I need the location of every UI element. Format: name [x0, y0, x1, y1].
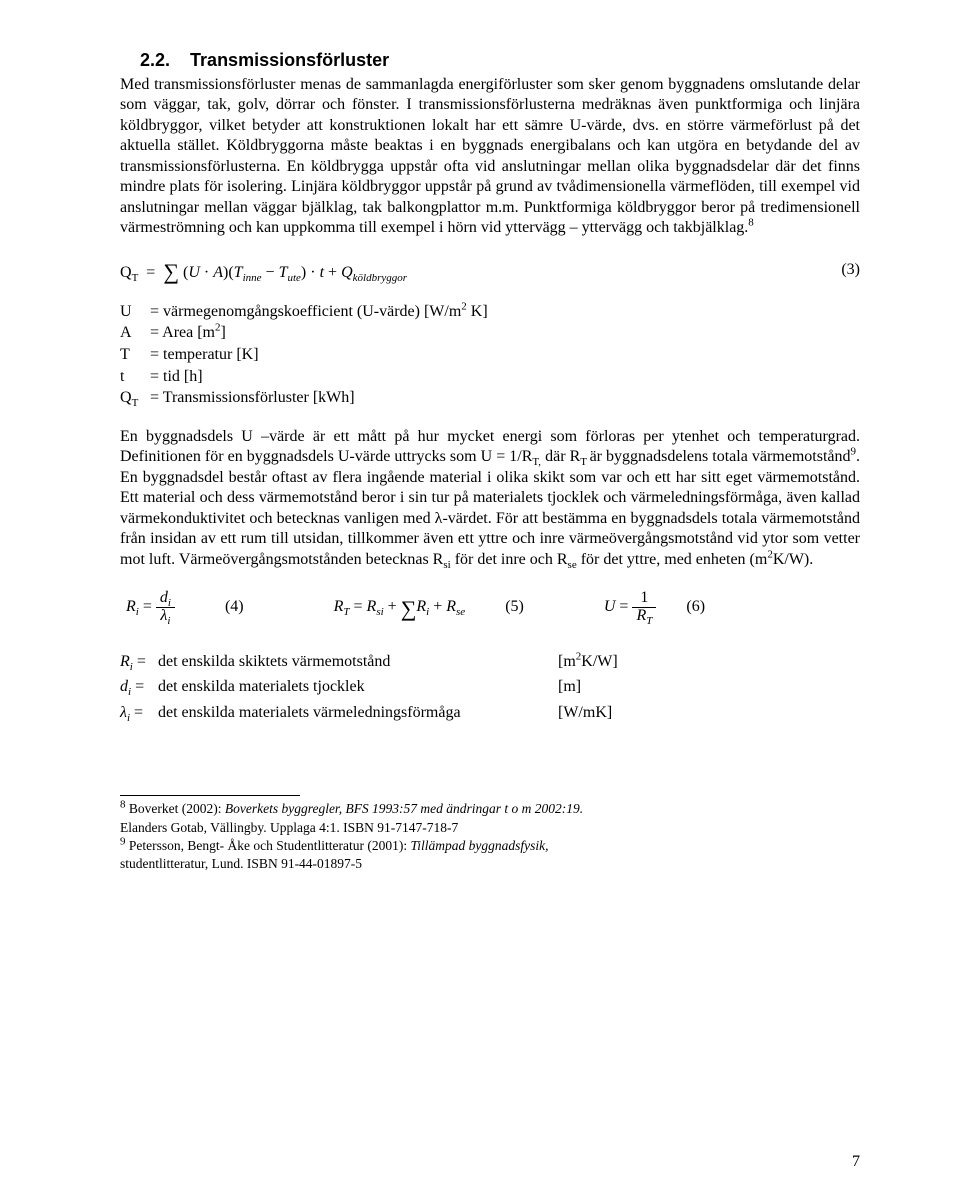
definitions-eq3: U= värmegenomgångskoefficient (U-värde) …	[120, 301, 860, 409]
footnote-9: 9 Petersson, Bengt- Åke och Studentlitte…	[120, 837, 860, 873]
footnote-8: 8 Boverket (2002): Boverkets byggregler,…	[120, 800, 860, 836]
fn-b: studentlitteratur, Lund. ISBN 91-44-0189…	[120, 856, 362, 871]
variable-definitions: Ri = det enskilda skiktets värmemotstånd…	[120, 649, 860, 726]
footnote-rule	[120, 795, 300, 796]
equation-3-body: QT = ∑ (U · A)(Tinne − Tute) · t + Qköld…	[120, 257, 407, 283]
equation-6: U = 1 RT	[604, 590, 657, 625]
var-desc: det enskilda materialets tjocklek	[154, 674, 558, 700]
fn-a: Petersson, Bengt- Åke och Studentlittera…	[126, 838, 411, 853]
var-row: di = det enskilda materialets tjocklek […	[120, 674, 860, 700]
page-number: 7	[852, 1153, 860, 1171]
p2g: K/W).	[773, 551, 813, 568]
document-page: 2.2. Transmissionsförluster Med transmis…	[0, 0, 960, 1199]
paragraph-1: Med transmissionsförluster menas de samm…	[120, 75, 860, 239]
footnote-ref-8: 8	[748, 217, 754, 229]
equation-6-number: (6)	[686, 598, 705, 616]
def-row: t= tid [h]	[120, 366, 860, 388]
equations-4-5-6: Ri = di λi (4) RT = Rsi + ∑Ri + Rse (5) …	[120, 590, 860, 625]
eq3-kold: köldbryggor	[353, 272, 407, 284]
def-row: A= Area [m2]	[120, 322, 860, 344]
equation-4: Ri = di λi	[126, 590, 175, 625]
var-desc: det enskilda skiktets värmemotstånd	[154, 649, 558, 675]
eq3-ute: ute	[287, 272, 300, 284]
fn-i: Tillämpad byggnadsfysik,	[410, 838, 548, 853]
fn-i: Boverkets byggregler, BFS 1993:57 med än…	[225, 801, 583, 816]
def-row: U= värmegenomgångskoefficient (U-värde) …	[120, 301, 860, 323]
paragraph-1-text: Med transmissionsförluster menas de samm…	[120, 76, 860, 236]
eq3-lhs: Q	[120, 264, 132, 281]
p2f: för det yttre, med enheten (m	[577, 551, 768, 568]
section-heading: 2.2. Transmissionsförluster	[120, 50, 860, 71]
equation-4-number: (4)	[225, 598, 244, 616]
var-desc: det enskilda materialets värmeledningsfö…	[154, 700, 558, 726]
fn-a: Boverket (2002):	[126, 801, 225, 816]
var-row: Ri = det enskilda skiktets värmemotstånd…	[120, 649, 860, 675]
paragraph-2: En byggnadsdels U –värde är ett mått på …	[120, 427, 860, 570]
equation-3-number: (3)	[841, 261, 860, 279]
equation-5-number: (5)	[505, 598, 524, 616]
fn-b: Elanders Gotab, Vällingby. Upplaga 4:1. …	[120, 820, 458, 835]
section-number: 2.2.	[140, 50, 170, 70]
footnotes: 8 Boverket (2002): Boverkets byggregler,…	[120, 795, 860, 873]
def-row: T= temperatur [K]	[120, 344, 860, 366]
equation-5: RT = Rsi + ∑Ri + Rse	[334, 594, 466, 620]
section-title: Transmissionsförluster	[190, 50, 389, 70]
p2b: där R	[541, 448, 580, 465]
eq3-inne: inne	[243, 272, 262, 284]
p2e: för det inre och R	[451, 551, 568, 568]
equation-3: QT = ∑ (U · A)(Tinne − Tute) · t + Qköld…	[120, 257, 860, 283]
def-row: QT= Transmissionsförluster [kWh]	[120, 387, 860, 409]
p2c: är byggnadsdelens totala värmemotstånd	[590, 448, 851, 465]
var-row: λi = det enskilda materialets värmeledni…	[120, 700, 860, 726]
eq3-lhs-sub: T	[132, 272, 139, 284]
